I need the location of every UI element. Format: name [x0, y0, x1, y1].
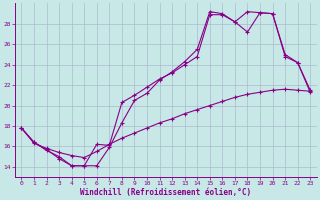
X-axis label: Windchill (Refroidissement éolien,°C): Windchill (Refroidissement éolien,°C) [80, 188, 252, 197]
